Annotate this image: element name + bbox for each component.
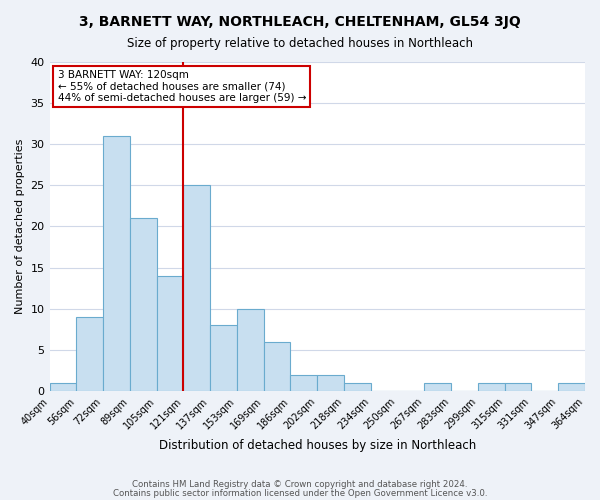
Text: Contains HM Land Registry data © Crown copyright and database right 2024.: Contains HM Land Registry data © Crown c… (132, 480, 468, 489)
Bar (478, 383, 505, 392)
X-axis label: Distribution of detached houses by size in Northleach: Distribution of detached houses by size … (158, 440, 476, 452)
Bar (130, 218, 157, 392)
Y-axis label: Number of detached properties: Number of detached properties (15, 139, 25, 314)
Text: Contains public sector information licensed under the Open Government Licence v3: Contains public sector information licen… (113, 488, 487, 498)
Bar (184, 185, 210, 392)
Bar (505, 383, 532, 392)
Bar (210, 326, 237, 392)
Bar (76, 317, 103, 392)
Bar (424, 383, 451, 392)
Bar (558, 383, 585, 392)
Bar (344, 383, 371, 392)
Bar (290, 375, 317, 392)
Bar (237, 309, 264, 392)
Bar (103, 136, 130, 392)
Bar (50, 383, 76, 392)
Text: 3 BARNETT WAY: 120sqm
← 55% of detached houses are smaller (74)
44% of semi-deta: 3 BARNETT WAY: 120sqm ← 55% of detached … (58, 70, 306, 103)
Text: Size of property relative to detached houses in Northleach: Size of property relative to detached ho… (127, 38, 473, 51)
Bar (157, 276, 184, 392)
Text: 3, BARNETT WAY, NORTHLEACH, CHELTENHAM, GL54 3JQ: 3, BARNETT WAY, NORTHLEACH, CHELTENHAM, … (79, 15, 521, 29)
Bar (317, 375, 344, 392)
Bar (264, 342, 290, 392)
